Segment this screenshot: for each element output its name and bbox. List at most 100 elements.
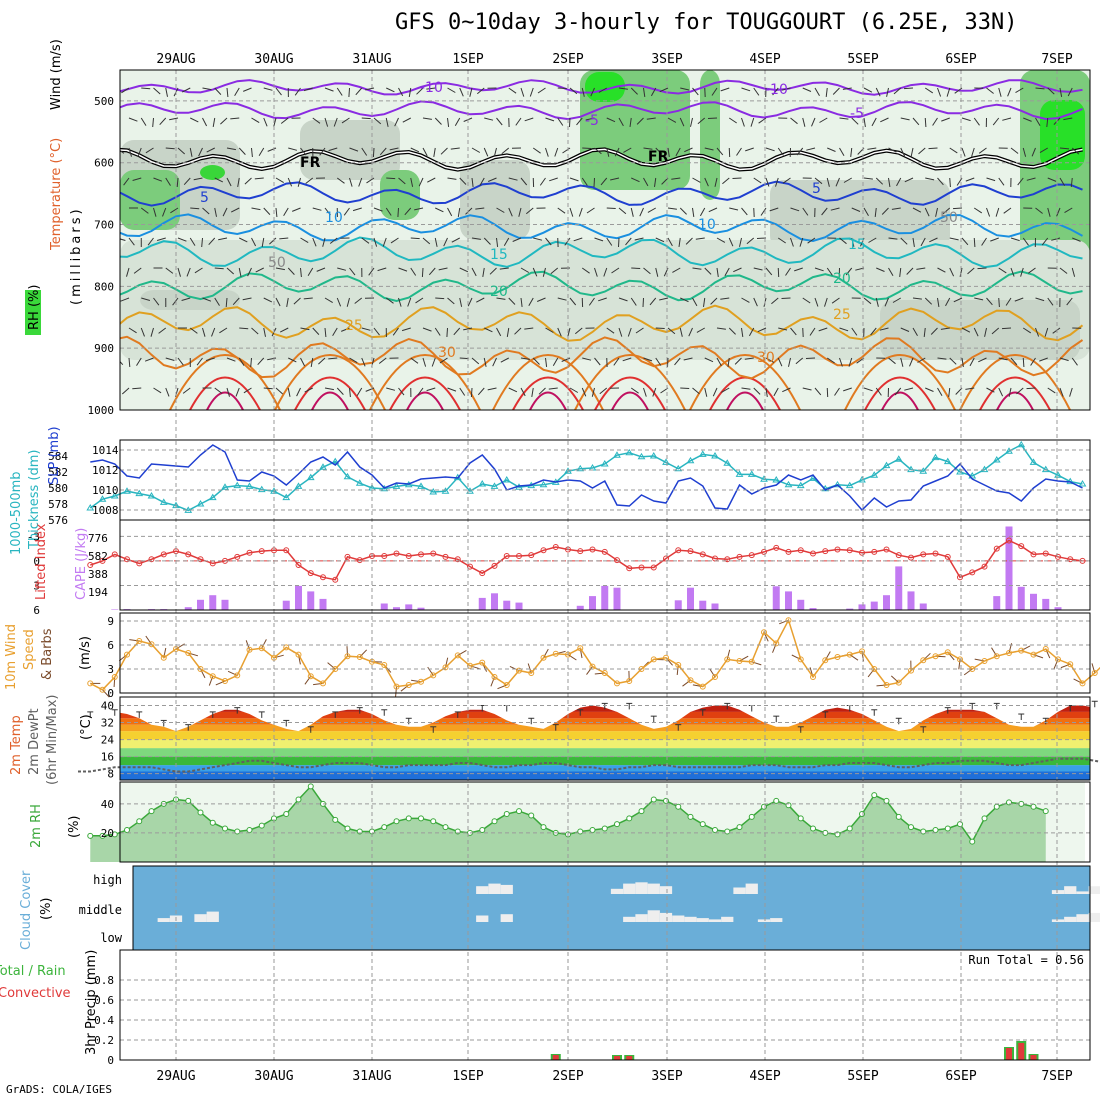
wind-barb bbox=[1039, 147, 1049, 154]
lifted-index-point-marker bbox=[638, 564, 645, 571]
lifted-index-point-marker bbox=[418, 551, 424, 558]
cloud-high-cell bbox=[476, 886, 489, 894]
wind-barb bbox=[410, 147, 420, 153]
wind-barb bbox=[1022, 237, 1029, 246]
wind-barb bbox=[814, 297, 819, 307]
wind-barb bbox=[483, 237, 491, 245]
cape-bar bbox=[809, 608, 817, 610]
wind-barb bbox=[319, 147, 326, 156]
isotherm-label: -5 bbox=[585, 113, 599, 129]
panel-frame-wind bbox=[119, 612, 1091, 694]
wind-barb bbox=[128, 327, 137, 334]
wind-barb bbox=[961, 237, 969, 246]
upper-tick: 800 bbox=[94, 280, 114, 293]
cape-bar bbox=[1017, 586, 1025, 610]
wind-barb bbox=[667, 327, 676, 335]
lifted-index-point-marker bbox=[626, 565, 633, 572]
wind-barb bbox=[402, 117, 411, 123]
cape-bar bbox=[601, 585, 609, 610]
wind-barb bbox=[336, 297, 342, 307]
wind-barb bbox=[144, 357, 154, 362]
wind-barb bbox=[88, 238, 93, 246]
rh-point-marker bbox=[491, 818, 498, 825]
wind-barb bbox=[876, 267, 885, 272]
wind-barb bbox=[647, 207, 656, 213]
precip-ylabels: 3hr Precip (mm) bbox=[84, 950, 99, 1055]
temp-tick: 16 bbox=[101, 751, 114, 764]
wind-tick: 6 bbox=[107, 639, 114, 652]
wind10-barb bbox=[726, 649, 731, 660]
wind-barb bbox=[433, 147, 436, 157]
wind-barb bbox=[839, 237, 847, 245]
wind-barb bbox=[912, 297, 922, 300]
wind-barb bbox=[324, 387, 334, 391]
wind-barb bbox=[552, 357, 559, 367]
rh-point-marker bbox=[981, 815, 988, 822]
wind-barb bbox=[343, 207, 350, 216]
wind-barb bbox=[961, 327, 971, 333]
wind10-barb bbox=[102, 689, 110, 698]
wind-barb bbox=[237, 177, 240, 187]
thickness-point-marker bbox=[331, 457, 340, 465]
wind-barb bbox=[105, 178, 110, 185]
temperature-label: Temperature (°C) bbox=[49, 138, 64, 251]
wind-barb bbox=[300, 237, 309, 244]
wind10-point-marker bbox=[1091, 670, 1098, 676]
thickness-point-marker bbox=[870, 471, 879, 478]
wind-barb bbox=[850, 147, 853, 157]
wind-barb bbox=[1047, 387, 1056, 394]
cloud-high-cell bbox=[623, 883, 636, 894]
cloud-high-cell bbox=[1064, 886, 1077, 894]
wind10-point-marker bbox=[748, 658, 755, 665]
wind-barb bbox=[757, 327, 767, 333]
precip-total-label: Total / Rain bbox=[0, 964, 66, 979]
wind-barb bbox=[96, 238, 104, 241]
wind-barb bbox=[459, 387, 466, 396]
wind-barb bbox=[675, 147, 681, 157]
thickness-point-marker bbox=[625, 448, 634, 456]
isotherm bbox=[120, 180, 1083, 207]
thickness-point-marker bbox=[686, 456, 695, 464]
wind-barb bbox=[165, 177, 171, 186]
wind-barb bbox=[606, 237, 613, 246]
wind-barb bbox=[888, 267, 894, 277]
wind-barb bbox=[120, 297, 130, 302]
wind-barb bbox=[863, 297, 872, 305]
wind-barb bbox=[1023, 117, 1032, 122]
wind-barb bbox=[696, 327, 705, 333]
wind-barb bbox=[594, 237, 604, 242]
wind-barb bbox=[1022, 327, 1032, 334]
wind-barb bbox=[471, 357, 480, 365]
rh-point-marker bbox=[663, 797, 669, 804]
precip-tick: 0.4 bbox=[94, 1014, 114, 1027]
wind-barb bbox=[782, 387, 791, 393]
wind-barb bbox=[741, 297, 750, 303]
precip-tick: 0.2 bbox=[94, 1034, 114, 1047]
wind10-point-marker bbox=[895, 679, 902, 686]
wind-barb bbox=[1030, 357, 1036, 366]
wind-barb bbox=[699, 207, 706, 217]
isotherm-30 bbox=[369, 354, 481, 410]
wind-barb bbox=[588, 297, 595, 306]
wind-barb bbox=[198, 147, 203, 157]
wind-barb bbox=[484, 117, 494, 121]
wind-barb bbox=[379, 147, 387, 156]
wind10-point-marker bbox=[246, 646, 253, 653]
cape-bar bbox=[846, 608, 854, 610]
wind10-point-marker bbox=[381, 662, 388, 668]
day-label-top: 7SEP bbox=[1041, 52, 1072, 67]
wind-barb bbox=[98, 328, 105, 334]
wind-barb bbox=[71, 388, 80, 390]
lifted-index-point-marker bbox=[920, 551, 927, 558]
cape-bar bbox=[993, 596, 1001, 610]
lifted-index-point-marker bbox=[773, 544, 780, 551]
lifted-index-point-marker bbox=[748, 552, 755, 559]
wind-barb bbox=[904, 177, 914, 183]
wind-barb bbox=[172, 297, 179, 306]
wind10-barb bbox=[1060, 663, 1071, 669]
thickness-point-marker bbox=[319, 463, 327, 470]
wind-barb bbox=[386, 387, 396, 391]
wind-barb bbox=[443, 237, 448, 247]
wind-barb bbox=[704, 177, 709, 187]
wind-barb bbox=[447, 87, 456, 93]
